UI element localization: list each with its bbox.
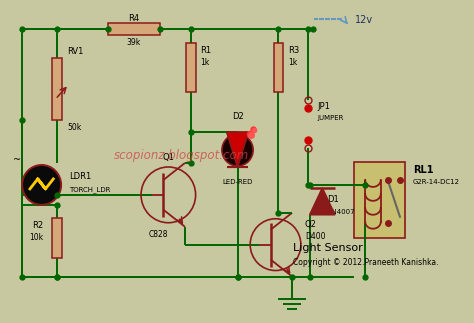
Text: JP1: JP1 (318, 102, 330, 111)
Text: 12v: 12v (356, 15, 374, 25)
Text: Q2: Q2 (305, 220, 317, 229)
Text: 50k: 50k (67, 123, 81, 132)
Text: JUMPER: JUMPER (318, 115, 344, 121)
Text: G2R-14-DC12: G2R-14-DC12 (413, 179, 460, 185)
Polygon shape (310, 188, 335, 215)
Text: D400: D400 (305, 232, 325, 241)
Text: D2: D2 (232, 112, 243, 121)
Circle shape (22, 165, 61, 205)
Text: 1N4007: 1N4007 (327, 209, 355, 215)
Text: Light Sensor: Light Sensor (293, 243, 363, 253)
Text: 10k: 10k (29, 233, 44, 242)
Bar (108, 23, 160, 35)
Text: LED-RED: LED-RED (222, 179, 253, 185)
Text: LDR1: LDR1 (69, 172, 91, 182)
Circle shape (222, 134, 253, 166)
Text: scopionz.blogspot.com: scopionz.blogspot.com (113, 149, 249, 162)
Text: TORCH_LDR: TORCH_LDR (69, 186, 110, 193)
Text: R1: R1 (201, 46, 211, 55)
Polygon shape (227, 132, 248, 167)
Bar (52, 218, 62, 257)
Text: ~: ~ (13, 155, 21, 165)
Bar (273, 43, 283, 92)
Text: R3: R3 (288, 46, 300, 55)
Text: 1k: 1k (288, 58, 298, 67)
Text: C828: C828 (149, 230, 168, 239)
Text: R2: R2 (32, 221, 44, 230)
Bar (186, 43, 196, 92)
Text: RL1: RL1 (413, 165, 433, 175)
Polygon shape (227, 132, 248, 167)
Text: 1k: 1k (201, 58, 210, 67)
Bar (52, 58, 62, 120)
Text: R4: R4 (128, 14, 139, 23)
Text: D1: D1 (327, 195, 339, 204)
Text: Q1: Q1 (163, 152, 174, 162)
Bar (354, 162, 405, 238)
Text: RV1: RV1 (67, 47, 83, 56)
Text: 39k: 39k (127, 38, 141, 47)
Text: Copyright © 2012.Praneeth Kanishka.: Copyright © 2012.Praneeth Kanishka. (293, 258, 438, 267)
